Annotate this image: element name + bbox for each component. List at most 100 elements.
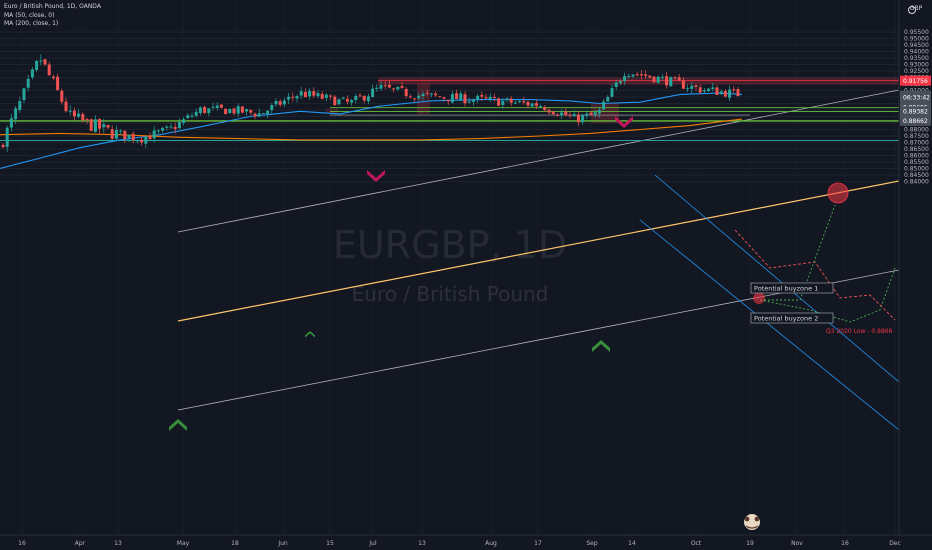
candle-body (98, 118, 102, 129)
candle-body (131, 133, 135, 141)
price-tick-label: 0.95000 (904, 36, 929, 43)
candle-body (522, 100, 526, 103)
candle-body (597, 109, 601, 114)
candle-body (660, 76, 664, 78)
candle-body (421, 93, 425, 97)
q3-low-label: Q3 2020 Low - 0.8866 (826, 328, 893, 335)
candle-body (39, 60, 43, 62)
candle-body (732, 89, 736, 91)
candle-body (618, 81, 622, 84)
candle-body (438, 96, 442, 98)
candle-body (5, 127, 9, 147)
price-scale-panel[interactable] (899, 0, 932, 535)
candle-body (459, 93, 463, 100)
candle-body (102, 124, 106, 128)
chart-legend: Euro / British Pound, 1D, OANDA MA (50, … (4, 3, 101, 29)
candle-body (509, 98, 513, 103)
settings-gear-icon[interactable] (908, 6, 916, 14)
candle-body (22, 88, 26, 100)
candle-body (450, 94, 454, 103)
candle-body (169, 126, 173, 128)
candle-body (26, 78, 30, 88)
buyzone-1-label: Potential buyzone 1 (754, 285, 818, 293)
candle-body (560, 112, 564, 116)
candle-body (686, 88, 690, 90)
candle-body (85, 118, 89, 120)
candle-body (547, 109, 551, 113)
price-tick-label: 0.92500 (904, 68, 929, 75)
candle-body (261, 112, 265, 114)
candle-body (711, 87, 715, 90)
candle-body (698, 87, 702, 93)
candle-body (152, 130, 156, 139)
candle-body (408, 96, 412, 98)
price-tick-label: 0.85000 (904, 166, 929, 173)
candle-body (60, 90, 64, 102)
candle-body (476, 95, 480, 100)
candle-body (413, 98, 417, 100)
candle-body (182, 119, 186, 123)
legend-symbol-title[interactable]: Euro / British Pound, 1D, OANDA (4, 3, 101, 10)
candle-body (366, 96, 370, 102)
candle-body (320, 93, 324, 99)
orange-trendline (177, 180, 900, 322)
candle-body (480, 95, 484, 97)
candle-body (106, 124, 110, 128)
sept-low-up-arrow (592, 340, 610, 352)
candle-body (312, 91, 316, 96)
candle-body (564, 111, 568, 116)
time-tick-label: Oct (691, 540, 702, 547)
candle-body (606, 97, 610, 102)
candle-body (555, 114, 559, 116)
price-tick-label: 0.84500 (904, 172, 929, 179)
candle-body (429, 93, 433, 95)
candle-body (707, 88, 711, 92)
candle-body (673, 77, 677, 79)
candle-body (371, 88, 375, 98)
candle-body (467, 101, 471, 103)
time-axis[interactable]: 16 Apr 13 May 18 Jun 15 Jul 13 Aug 17 Sep 14 Oct 19 Nov… (18, 540, 901, 547)
time-tick-label: Jun (277, 540, 288, 547)
candle-body (35, 60, 39, 70)
target-circle-upper (827, 182, 849, 204)
legend-ma50[interactable]: MA (50, close, 0) (4, 11, 55, 19)
arrow-markers (169, 116, 633, 431)
candle-body (736, 89, 740, 97)
sept-top-down-arrow (615, 116, 633, 128)
candle-body (639, 74, 643, 76)
candle-body (81, 114, 85, 121)
candle-body (576, 114, 580, 123)
buyzone-2-label: Potential buyzone 2 (754, 315, 818, 323)
candle-body (572, 114, 576, 117)
legend-ma200[interactable]: MA (200, close, 1) (4, 20, 59, 27)
time-tick-label: 19 (746, 540, 754, 547)
candle-body (593, 112, 597, 115)
price-tick-label: 0.94000 (904, 49, 929, 56)
price-tick-label: 0.84000 (904, 179, 929, 186)
candle-body (228, 108, 232, 114)
price-tick-label: 0.94500 (904, 42, 929, 49)
candle-body (211, 106, 215, 108)
candle-body (30, 69, 34, 78)
candle-body (287, 96, 291, 100)
annotations: Potential buyzone 1 Potential buyzone 2 … (750, 282, 893, 335)
candle-body (77, 113, 81, 117)
candle-body (492, 96, 496, 98)
candle-body (417, 95, 421, 99)
ma200-line (0, 118, 743, 141)
candle-body (383, 85, 387, 87)
time-tick-label: Apr (75, 540, 86, 547)
time-tick-label: 13 (418, 540, 426, 547)
ma50-line (0, 92, 743, 170)
candle-body (316, 93, 320, 97)
time-tick-label: 15 (326, 540, 334, 547)
candle-body (257, 113, 261, 117)
candle-body (278, 101, 282, 105)
candle-body (719, 91, 723, 95)
candle-body (425, 92, 429, 94)
candle-body (728, 89, 732, 98)
price-tick-label: 0.95500 (904, 29, 929, 36)
candle-body (501, 100, 505, 105)
candle-body (345, 98, 349, 102)
